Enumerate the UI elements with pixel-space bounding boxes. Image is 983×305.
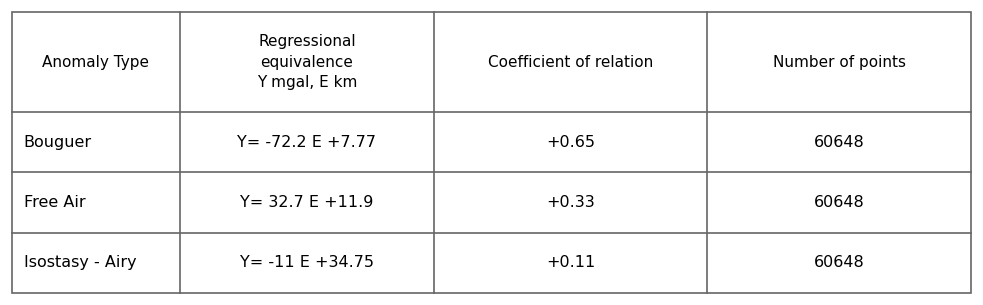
Text: Number of points: Number of points <box>773 55 905 70</box>
Text: 60648: 60648 <box>814 255 865 270</box>
Text: Coefficient of relation: Coefficient of relation <box>488 55 654 70</box>
Text: Free Air: Free Air <box>24 195 86 210</box>
Text: Isostasy - Airy: Isostasy - Airy <box>24 255 137 270</box>
Text: +0.11: +0.11 <box>546 255 596 270</box>
Text: +0.65: +0.65 <box>547 135 595 150</box>
Text: +0.33: +0.33 <box>547 195 595 210</box>
Text: 60648: 60648 <box>814 135 865 150</box>
Text: Y= 32.7 E +11.9: Y= 32.7 E +11.9 <box>240 195 374 210</box>
Text: Bouguer: Bouguer <box>24 135 91 150</box>
Text: Y= -72.2 E +7.77: Y= -72.2 E +7.77 <box>237 135 376 150</box>
Text: Y= -11 E +34.75: Y= -11 E +34.75 <box>240 255 374 270</box>
Text: 60648: 60648 <box>814 195 865 210</box>
Text: Regressional
equivalence
Y mgal, E km: Regressional equivalence Y mgal, E km <box>257 34 357 90</box>
Text: Anomaly Type: Anomaly Type <box>42 55 149 70</box>
